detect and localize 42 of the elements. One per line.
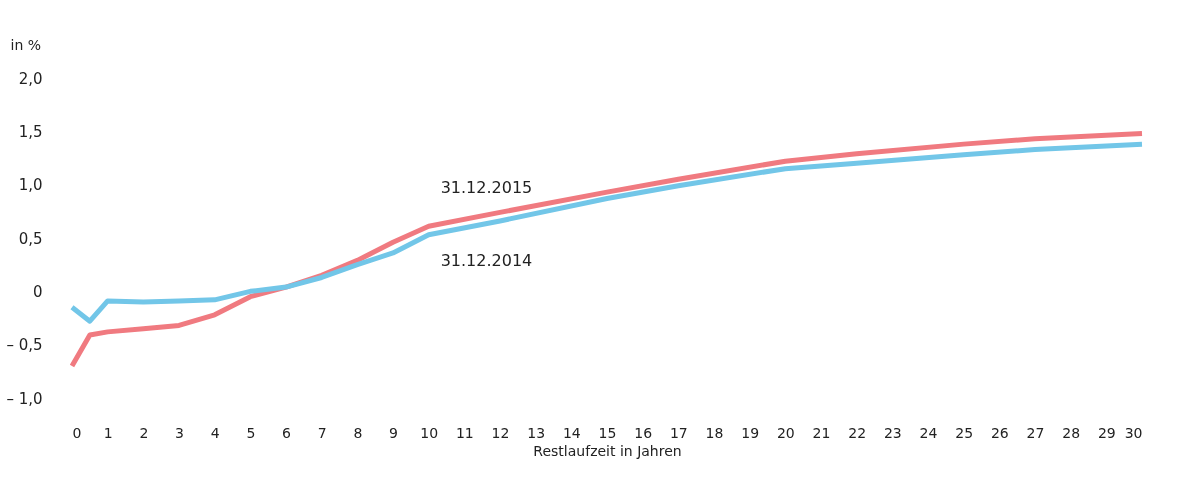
x-tick-label: 25 <box>955 424 974 441</box>
y-tick-label: 0,5 <box>18 229 43 248</box>
x-tick-label: 23 <box>883 424 902 441</box>
x-tick-label: 11 <box>455 424 474 441</box>
x-tick-label: 8 <box>353 424 363 441</box>
y-tick-label: – 1,0 <box>6 389 43 408</box>
x-axis-title: Restlaufzeit in Jahren <box>533 442 682 459</box>
x-tick-label: 14 <box>562 424 581 441</box>
y-tick-label: 1,0 <box>18 176 43 195</box>
x-tick-label: 29 <box>1097 424 1116 441</box>
y-tick-label: 1,5 <box>18 122 43 141</box>
x-tick-label: 10 <box>420 424 439 441</box>
x-tick-label: 28 <box>1062 424 1081 441</box>
x-tick-label: 22 <box>848 424 867 441</box>
x-tick-label: 30 <box>1124 424 1143 441</box>
x-tick-label: 20 <box>776 424 795 441</box>
series-label: 31.12.2014 <box>440 250 533 270</box>
x-tick-label: 17 <box>669 424 688 441</box>
x-tick-label: 18 <box>705 424 724 441</box>
y-tick-label: 0 <box>32 282 43 301</box>
y-axis-title: in % <box>10 36 42 53</box>
x-tick-label: 6 <box>282 424 292 441</box>
x-tick-label: 3 <box>175 424 184 441</box>
y-tick-label: 2,0 <box>18 69 43 88</box>
x-tick-label: 7 <box>317 424 327 441</box>
x-tick-label: 27 <box>1026 424 1045 441</box>
x-tick-label: 2 <box>139 424 149 441</box>
x-tick-label: 1 <box>103 424 113 441</box>
x-tick-label: 19 <box>741 424 760 441</box>
series-label: 31.12.2015 <box>440 178 533 198</box>
x-tick-label: 12 <box>491 424 510 441</box>
x-tick-label: 26 <box>990 424 1009 441</box>
x-tick-label: 13 <box>527 424 546 441</box>
x-tick-label: 15 <box>598 424 617 441</box>
y-tick-label: – 0,5 <box>6 336 43 355</box>
x-tick-label: 9 <box>389 424 398 441</box>
x-tick-label: 4 <box>210 424 220 441</box>
x-tick-label: 0 <box>72 424 82 441</box>
x-tick-label: 16 <box>634 424 653 441</box>
x-tick-label: 5 <box>246 424 256 441</box>
x-tick-label: 24 <box>919 424 938 441</box>
x-tick-label: 21 <box>812 424 831 441</box>
